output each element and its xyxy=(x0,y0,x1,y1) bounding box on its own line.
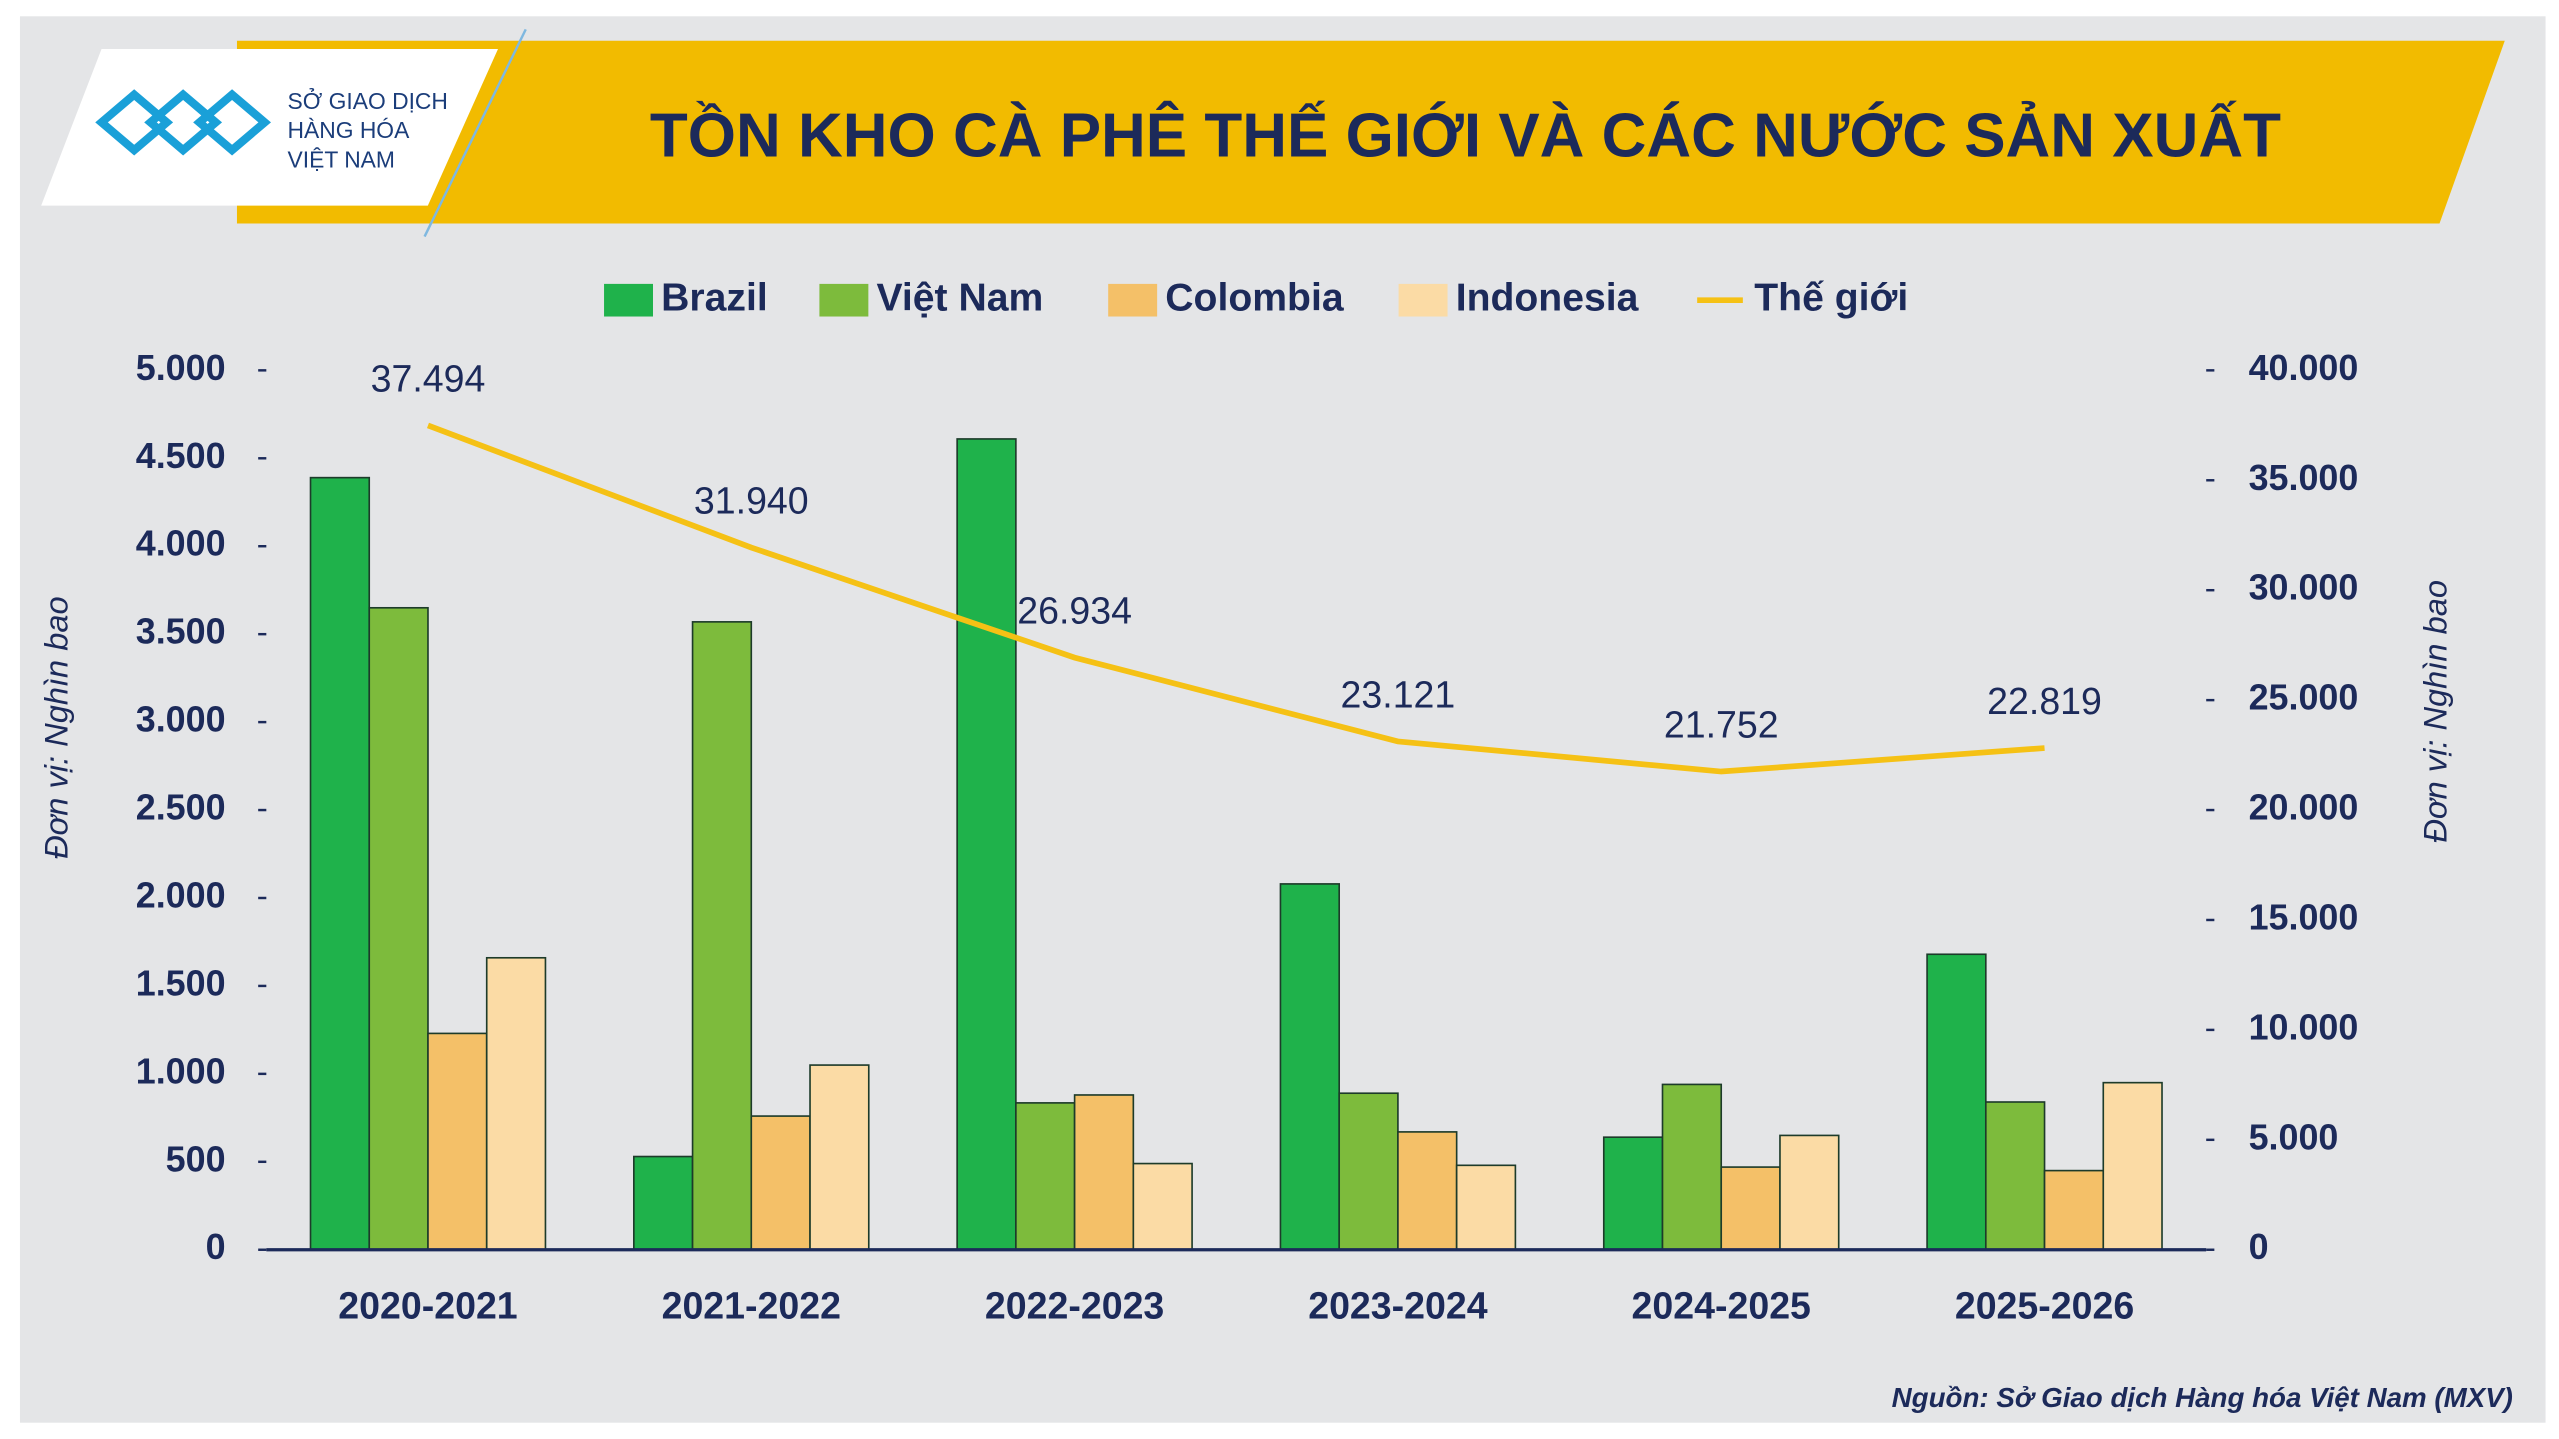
legend-label: Việt Nam xyxy=(877,277,1044,320)
y2-tick-label: 40.000 xyxy=(2249,348,2359,388)
legend-swatch xyxy=(1398,283,1448,317)
bar xyxy=(809,1064,870,1251)
y2-tick-label: 35.000 xyxy=(2249,458,2359,498)
logo-text: HÀNG HÓA xyxy=(288,117,411,143)
y-tick-label: 2.000 xyxy=(136,875,226,915)
x-tick-label: 2020-2021 xyxy=(338,1284,517,1326)
bar xyxy=(368,606,429,1251)
y-tick-label: 0 xyxy=(206,1227,226,1267)
y2-tick-label: 15.000 xyxy=(2249,897,2359,937)
data-label: 37.494 xyxy=(371,357,486,399)
bar xyxy=(1132,1162,1193,1251)
source-note: Nguồn: Sở Giao dịch Hàng hóa Việt Nam (M… xyxy=(1892,1382,2513,1413)
y-tick-label: 500 xyxy=(166,1139,226,1179)
x-tick-label: 2022-2023 xyxy=(985,1284,1164,1326)
bar xyxy=(1661,1083,1723,1251)
legend-swatch xyxy=(819,283,869,317)
y-tick-label: 1.000 xyxy=(136,1051,226,1091)
bar xyxy=(485,956,547,1251)
y-tick-label: 3.000 xyxy=(136,700,226,740)
legend-label: Thế giới xyxy=(1754,277,1908,320)
y2-tick-label: 30.000 xyxy=(2249,568,2359,608)
bar xyxy=(1455,1164,1517,1251)
bar xyxy=(1720,1166,1781,1251)
bar xyxy=(1779,1134,1840,1251)
logo-text: VIỆT NAM xyxy=(288,147,395,173)
line xyxy=(426,422,2045,775)
y2-tick-label: 20.000 xyxy=(2249,788,2359,828)
bar xyxy=(750,1115,811,1251)
logo-accent xyxy=(423,28,527,238)
y-tick-label: 2.500 xyxy=(136,788,226,828)
legend-swatch xyxy=(1108,283,1158,317)
legend-label: Indonesia xyxy=(1456,277,1640,320)
data-label: 22.819 xyxy=(1987,680,2102,722)
bar xyxy=(1602,1136,1664,1251)
bar xyxy=(2102,1081,2163,1251)
y2-tick-label: 0 xyxy=(2249,1227,2269,1267)
y-tick-label: 1.500 xyxy=(136,963,226,1003)
header-band xyxy=(236,40,2505,224)
legend-label: Brazil xyxy=(661,277,768,320)
data-label: 23.121 xyxy=(1341,673,1456,715)
x-tick-label: 2025-2026 xyxy=(1955,1284,2134,1326)
bar xyxy=(691,621,753,1251)
data-label: 26.934 xyxy=(1017,589,1132,631)
y-tick-label: 3.500 xyxy=(136,612,226,652)
bar xyxy=(309,476,371,1251)
y2-axis-label: Đơn vị: Nghìn bao xyxy=(2417,580,2454,843)
bar xyxy=(1338,1092,1399,1251)
y-tick-label: 4.000 xyxy=(136,524,226,564)
y-tick-label: 5.000 xyxy=(136,348,226,388)
logo-bg xyxy=(41,48,499,206)
bar xyxy=(2043,1169,2105,1251)
bar xyxy=(1279,883,1341,1251)
bar xyxy=(427,1032,488,1251)
y-tick-label: 4.500 xyxy=(136,436,226,476)
bar xyxy=(633,1155,694,1251)
bar xyxy=(1397,1131,1458,1251)
bar xyxy=(956,438,1017,1251)
legend-label: Colombia xyxy=(1165,277,1345,320)
logo-mark xyxy=(95,89,271,156)
bar xyxy=(1015,1102,1076,1251)
x-tick-label: 2021-2022 xyxy=(662,1284,841,1326)
bar xyxy=(1984,1101,2046,1251)
bar xyxy=(1073,1094,1135,1251)
chart-title: TỒN KHO CÀ PHÊ THẾ GIỚI VÀ CÁC NƯỚC SẢN … xyxy=(650,102,2281,171)
y2-tick-label: 10.000 xyxy=(2249,1007,2359,1047)
bar xyxy=(1926,953,1987,1251)
y2-tick-label: 25.000 xyxy=(2249,678,2359,718)
legend-swatch xyxy=(604,283,653,317)
logo-text: SỞ GIAO DỊCH xyxy=(288,88,448,114)
y-axis-label: Đơn vị: Nghìn bao xyxy=(38,596,75,859)
data-label: 31.940 xyxy=(694,479,809,521)
y2-tick-label: 5.000 xyxy=(2249,1117,2339,1157)
x-tick-label: 2023-2024 xyxy=(1308,1284,1488,1326)
x-tick-label: 2024-2025 xyxy=(1632,1284,1811,1326)
data-label: 21.752 xyxy=(1664,703,1779,745)
